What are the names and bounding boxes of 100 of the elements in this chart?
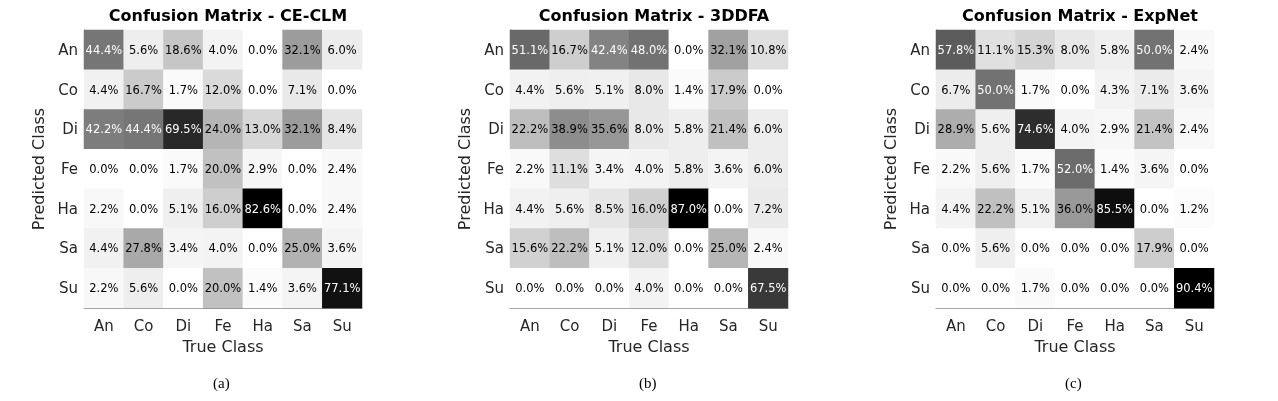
y-tick-label: Ha (909, 199, 930, 218)
data-label: 13.0% (244, 122, 282, 137)
data-label: 4.0% (208, 42, 238, 57)
data-label: 67.5% (749, 281, 787, 296)
x-tick-label: Sa (293, 316, 312, 335)
y-tick-label: Sa (59, 239, 78, 258)
data-label: 15.3% (1017, 42, 1054, 57)
data-label: 32.1% (284, 42, 321, 57)
data-label: 5.1% (168, 201, 198, 216)
data-label: 52.0% (1056, 162, 1094, 176)
data-label: 5.8% (1100, 42, 1130, 57)
data-label: 4.4% (89, 241, 119, 256)
data-label: 5.6% (980, 122, 1011, 137)
x-tick-label: Co (559, 316, 580, 335)
y-tick-label: An (58, 40, 78, 59)
data-label: 16.7% (551, 42, 588, 57)
data-label: 0.0% (248, 42, 278, 57)
data-label: 0.0% (941, 241, 971, 256)
data-label: 7.1% (287, 82, 318, 97)
y-axis-title: Predicted Class (454, 107, 474, 231)
data-label: 20.0% (204, 162, 242, 176)
y-tick-label: Di (62, 120, 78, 139)
data-label: 4.4% (515, 82, 545, 97)
data-label: 0.0% (1100, 241, 1130, 256)
data-label: 18.6% (165, 42, 202, 57)
data-label: 0.0% (1060, 281, 1090, 296)
data-label: 0.0% (1020, 241, 1050, 256)
data-label: 57.8% (937, 42, 975, 57)
data-label: 1.7% (168, 82, 198, 97)
data-label: 1.7% (168, 162, 198, 176)
data-label: 0.0% (674, 241, 704, 256)
y-tick-label: Fe (912, 160, 930, 178)
x-tick-label: Co (985, 316, 1006, 335)
data-label: 4.4% (515, 201, 545, 216)
data-label: 5.6% (128, 42, 159, 57)
x-tick-label: Fe (1066, 316, 1084, 335)
data-label: 17.9% (710, 82, 747, 97)
data-label: 0.0% (594, 281, 624, 296)
data-label: 0.0% (713, 201, 744, 216)
data-label: 21.4% (710, 122, 747, 137)
x-tick-label: An (945, 316, 966, 335)
data-label: 2.2% (89, 201, 119, 216)
data-label: 4.0% (1060, 122, 1090, 137)
data-label: 0.0% (753, 82, 783, 97)
y-tick-label: Fe (486, 160, 504, 178)
data-label: 35.6% (591, 122, 628, 137)
data-label: 11.1% (551, 162, 588, 176)
data-label: 87.0% (670, 201, 708, 216)
y-tick-label: An (910, 40, 930, 59)
data-label: 1.7% (1020, 281, 1050, 296)
data-label: 10.8% (749, 42, 787, 57)
data-label: 2.4% (327, 162, 357, 176)
x-tick-label: Di (175, 316, 192, 335)
data-label: 0.0% (1100, 281, 1130, 296)
data-label: 2.9% (1100, 122, 1130, 137)
data-label: 3.6% (1179, 82, 1209, 97)
data-label: 82.6% (244, 201, 282, 216)
data-label: 2.4% (753, 241, 783, 256)
y-tick-label: Di (488, 120, 504, 139)
text: (a) (213, 374, 230, 392)
data-label: 22.2% (511, 122, 549, 137)
x-tick-label: Ha (252, 316, 273, 335)
data-label: 4.0% (634, 281, 664, 296)
data-label: 0.0% (128, 162, 159, 176)
x-tick-label: An (93, 316, 114, 335)
data-label: 0.0% (287, 162, 318, 176)
data-label: 0.0% (89, 162, 119, 176)
data-label: 90.4% (1175, 281, 1213, 296)
data-label: 5.6% (554, 82, 585, 97)
data-label: 17.9% (1136, 241, 1173, 256)
data-label: 3.4% (594, 162, 624, 176)
data-label: 2.4% (327, 201, 357, 216)
data-label: 1.4% (1100, 162, 1130, 176)
data-label: 32.1% (710, 42, 747, 57)
data-label: 2.4% (1179, 42, 1209, 57)
data-label: 2.2% (89, 281, 119, 296)
y-tick-label: Su (484, 279, 504, 298)
data-label: 69.5% (165, 122, 202, 137)
data-label: 0.0% (1060, 241, 1090, 256)
y-tick-label: Sa (485, 239, 504, 258)
data-label: 21.4% (1136, 122, 1173, 137)
data-label: 3.4% (168, 241, 198, 256)
data-label: 6.7% (941, 82, 971, 97)
data-label: 6.0% (753, 122, 783, 137)
data-label: 1.2% (1179, 201, 1209, 216)
data-label: 22.2% (977, 201, 1014, 216)
data-label: 28.9% (937, 122, 975, 137)
data-label: 0.0% (327, 82, 357, 97)
y-tick-label: Co (58, 80, 78, 99)
data-label: 2.2% (515, 162, 545, 176)
x-tick-label: Sa (1145, 316, 1164, 335)
data-label: 8.0% (634, 122, 664, 137)
y-axis-title: Predicted Class (28, 107, 48, 231)
x-axis-title: True Class (181, 336, 264, 356)
data-label: 85.5% (1096, 201, 1134, 216)
chart-title: Confusion Matrix - CE-CLM (108, 5, 348, 25)
data-label: 5.1% (1020, 201, 1050, 216)
data-label: 16.7% (125, 82, 162, 97)
data-label: 5.8% (674, 122, 704, 137)
data-label: 0.0% (674, 281, 704, 296)
